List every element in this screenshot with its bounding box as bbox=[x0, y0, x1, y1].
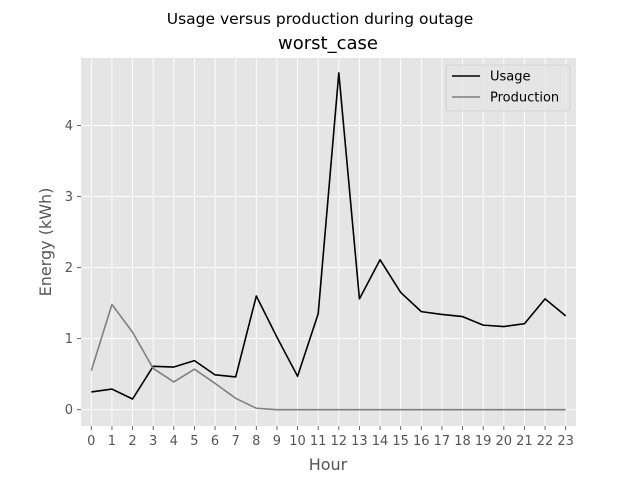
x-tick-label: 21 bbox=[516, 434, 533, 449]
x-tick-label: 20 bbox=[496, 434, 513, 449]
x-tick-label: 6 bbox=[211, 434, 219, 449]
x-tick-label: 17 bbox=[434, 434, 451, 449]
series-line-usage bbox=[91, 72, 567, 400]
x-tick-label: 19 bbox=[475, 434, 492, 449]
y-tick-label: 2 bbox=[65, 261, 73, 276]
plot-title: worst_case bbox=[278, 33, 378, 54]
plot-area bbox=[81, 58, 576, 426]
x-tick-label: 15 bbox=[392, 434, 409, 449]
x-tick-label: 23 bbox=[557, 434, 574, 449]
x-tick-label: 16 bbox=[413, 434, 430, 449]
x-tick-label: 14 bbox=[372, 434, 389, 449]
x-axis-ticks: 0 1 2 3 4 5 6 7 8 9 10 11 12 13 14 15 16 17 18 19 20 21 22 23 bbox=[87, 426, 574, 449]
x-axis-label: Hour bbox=[309, 455, 348, 474]
x-tick-label: 10 bbox=[289, 434, 306, 449]
x-tick-label: 1 bbox=[108, 434, 116, 449]
x-tick-label: 0 bbox=[87, 434, 95, 449]
legend-label-production: Production bbox=[490, 91, 559, 106]
y-tick-label: 0 bbox=[65, 403, 73, 418]
y-axis-ticks: 0 1 2 3 4 bbox=[65, 119, 81, 418]
x-tick-label: 13 bbox=[351, 434, 368, 449]
x-tick-label: 12 bbox=[331, 434, 348, 449]
x-tick-label: 18 bbox=[454, 434, 471, 449]
figure-title: Usage versus production during outage bbox=[167, 10, 474, 28]
y-tick-label: 4 bbox=[65, 119, 73, 134]
y-tick-label: 3 bbox=[65, 190, 73, 205]
x-tick-label: 9 bbox=[273, 434, 281, 449]
y-axis-label: Energy (kWh) bbox=[36, 188, 55, 297]
x-tick-label: 3 bbox=[149, 434, 157, 449]
x-tick-label: 22 bbox=[537, 434, 554, 449]
y-tick-label: 1 bbox=[65, 332, 73, 347]
x-tick-label: 4 bbox=[170, 434, 178, 449]
x-tick-label: 2 bbox=[128, 434, 136, 449]
legend: Usage Production bbox=[445, 64, 571, 112]
x-tick-label: 5 bbox=[190, 434, 198, 449]
grid-lines bbox=[81, 58, 576, 426]
x-tick-label: 7 bbox=[232, 434, 240, 449]
x-tick-label: 11 bbox=[310, 434, 327, 449]
x-tick-label: 8 bbox=[252, 434, 260, 449]
series-lines bbox=[90, 72, 567, 411]
series-line-production bbox=[90, 303, 566, 411]
legend-label-usage: Usage bbox=[490, 70, 531, 85]
